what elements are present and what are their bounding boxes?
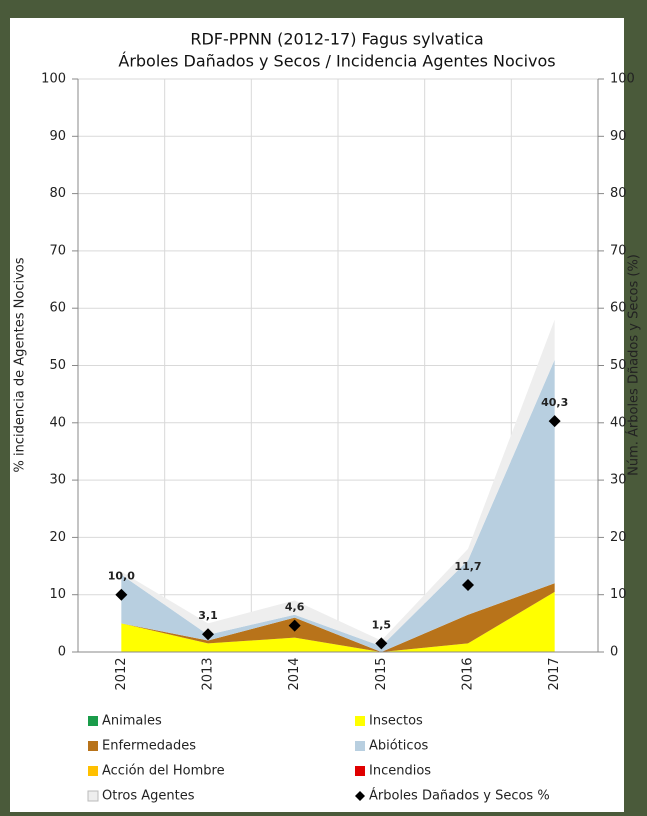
x-tick-label: 2014 — [287, 657, 302, 690]
legend-swatch — [355, 766, 365, 776]
data-label: 40,3 — [541, 396, 568, 409]
y2-tick-label: 100 — [610, 72, 635, 87]
legend-label: Animales — [102, 714, 162, 729]
area — [121, 583, 555, 652]
data-label: 10,0 — [108, 570, 135, 583]
y-tick-label: 60 — [49, 301, 66, 316]
legend-swatch — [355, 716, 365, 726]
legend-label: Incendios — [369, 764, 431, 779]
data-label: 3,1 — [198, 609, 218, 622]
legend-label: Otros Agentes — [102, 789, 195, 804]
y-axis-label: % incidencia de Agentes Nocivos — [13, 257, 28, 472]
legend-label: Insectos — [369, 714, 423, 729]
legend-label: Acción del Hombre — [102, 764, 225, 779]
y2-tick-label: 40 — [610, 415, 627, 430]
legend-swatch — [355, 741, 365, 751]
y-tick-label: 70 — [49, 243, 66, 258]
diamond-marker — [288, 619, 301, 632]
x-tick-label: 2015 — [374, 657, 389, 690]
x-tick-label: 2013 — [201, 657, 216, 690]
y2-tick-label: 10 — [610, 587, 627, 602]
chart-subtitle: Árboles Dañados y Secos / Incidencia Age… — [118, 52, 555, 71]
diamond-marker — [548, 415, 561, 428]
x-tick-label: 2016 — [461, 657, 476, 690]
y-tick-label: 80 — [49, 186, 66, 201]
data-label: 11,7 — [454, 560, 481, 573]
data-label: 4,6 — [285, 601, 305, 614]
y2-tick-label: 0 — [610, 645, 618, 660]
legend-label: Árboles Dañados y Secos % — [369, 788, 550, 804]
y2-tick-label: 80 — [610, 186, 627, 201]
legend-swatch — [88, 766, 98, 776]
y-tick-label: 10 — [49, 587, 66, 602]
legend-label: Enfermedades — [102, 739, 196, 754]
y-tick-label: 30 — [49, 473, 66, 488]
diamond-marker — [115, 588, 128, 601]
legend-swatch — [88, 716, 98, 726]
y-tick-label: 100 — [41, 72, 66, 87]
y2-tick-label: 90 — [610, 129, 627, 144]
legend-marker — [355, 791, 365, 801]
y2-axis-label: Núm. Árboles Dñados y Secos (%) — [626, 254, 642, 476]
y-tick-label: 0 — [58, 645, 66, 660]
y-tick-label: 40 — [49, 415, 66, 430]
chart-title: RDF-PPNN (2012-17) Fagus sylvatica — [190, 30, 483, 49]
diamond-marker — [462, 578, 474, 591]
x-tick-label: 2012 — [114, 657, 129, 690]
diamond-marker — [375, 637, 388, 650]
legend-swatch — [88, 741, 98, 751]
data-label: 1,5 — [372, 618, 392, 631]
y-tick-label: 20 — [49, 530, 66, 545]
y-tick-label: 50 — [49, 358, 66, 373]
y2-tick-label: 30 — [610, 473, 627, 488]
diamond-marker — [202, 628, 214, 641]
y-tick-label: 90 — [49, 129, 66, 144]
y2-tick-label: 70 — [610, 243, 627, 258]
area — [121, 359, 555, 652]
y2-tick-label: 60 — [610, 301, 627, 316]
legend-swatch — [87, 790, 99, 802]
legend-label: Abióticos — [369, 739, 429, 754]
y2-tick-label: 50 — [610, 358, 627, 373]
x-tick-label: 2017 — [547, 657, 562, 690]
y2-tick-label: 20 — [610, 530, 627, 545]
area — [121, 591, 555, 652]
